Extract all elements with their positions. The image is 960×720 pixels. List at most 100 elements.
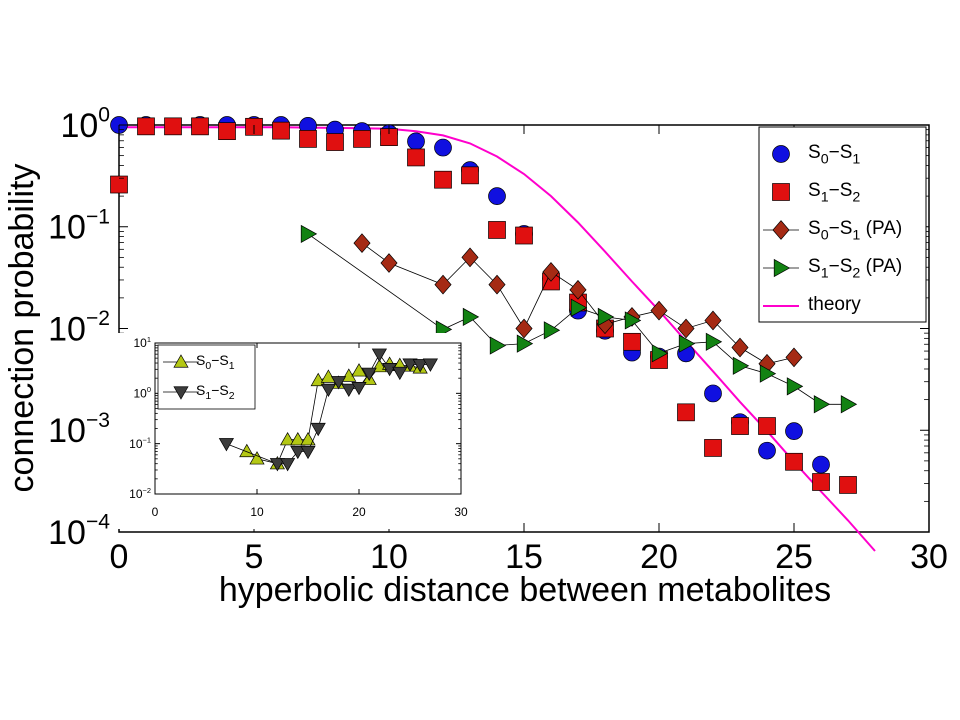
- s1-s2-point: [515, 226, 533, 245]
- s1-s2-pa--point: [516, 334, 534, 353]
- legend-s1-s2-marker: [772, 183, 790, 201]
- x-tick-label: 30: [910, 538, 948, 576]
- main-theory-line-layer: [119, 126, 876, 552]
- main-legend: S0−S1 S1−S2 S0−S1 (PA) S1−S2 (PA) theory: [758, 126, 927, 323]
- theory-line: [119, 126, 876, 552]
- x-tick-label: 10: [370, 538, 408, 576]
- s1-s2-series: [218, 348, 439, 472]
- x-tick-label: 30: [454, 505, 468, 519]
- s1-s2-point: [351, 381, 367, 396]
- s0-s1-pa--point: [569, 279, 587, 300]
- s1-s2-point: [402, 358, 418, 372]
- y-tick-label: 10−4: [48, 511, 110, 552]
- s1-s2-point: [330, 376, 347, 390]
- legend-s0-s1-marker: [772, 145, 790, 163]
- s1-s2-point: [839, 476, 857, 494]
- s1-s2-point: [488, 221, 506, 239]
- inset-x-ticks: 0 10 20 30: [152, 343, 468, 519]
- s1-s2-point: [310, 422, 326, 437]
- inset-legend-box: [157, 344, 256, 410]
- s1-s2-point: [218, 122, 236, 141]
- legend-label: S0−S1: [196, 352, 235, 372]
- x-tick-label: 15: [505, 538, 543, 576]
- s1-s2-point: [326, 133, 344, 151]
- main-x-ticks: 0 5 10 15 20 25 30: [110, 125, 948, 576]
- s1-s2-pa--point: [786, 377, 804, 396]
- s0-s1-pa--point: [677, 318, 695, 339]
- s0-s1-point: [785, 422, 803, 440]
- s0-s1-pa--point: [650, 300, 668, 321]
- s1-s2-point: [269, 458, 286, 472]
- legend-s1-s2-marker: [173, 386, 189, 400]
- s1-s2-point: [704, 439, 722, 457]
- s0-s1-point: [704, 384, 722, 403]
- s1-s2-pa--point: [705, 332, 723, 351]
- s1-s2-point: [422, 358, 439, 372]
- s1-s2-point: [407, 148, 425, 167]
- x-tick-label: 10: [250, 505, 264, 519]
- legend-label: S0−S1 (PA): [808, 218, 902, 244]
- x-tick-label: 0: [152, 505, 159, 519]
- s1-s2-pa--point: [570, 298, 588, 317]
- legend-label: S1−S2: [196, 382, 235, 402]
- legend-label: S1−S2 (PA): [808, 256, 902, 282]
- y-tick-label: 10−3: [48, 409, 110, 450]
- s1-s2-point: [164, 117, 182, 136]
- s1-s2-point: [137, 117, 155, 136]
- s1-s2-point: [110, 175, 128, 194]
- legend-label: theory: [808, 294, 861, 315]
- y-axis-label: connection probability: [3, 164, 41, 493]
- s0-s1-point: [249, 451, 265, 465]
- s1-s2-point: [392, 366, 408, 381]
- x-tick-label: 5: [245, 538, 264, 576]
- s1-s2-point: [272, 121, 290, 140]
- s0-s1-pa--point: [461, 247, 479, 268]
- inset-y-ticks: 101 100 10−1 10−2: [129, 335, 461, 501]
- s1-s2-point: [677, 403, 695, 422]
- s0-s1-point: [812, 455, 830, 474]
- x-axis-label: hyperbolic distance between metabolites: [219, 571, 831, 609]
- legend-s0-s1-marker: [173, 354, 189, 368]
- y-tick-label: 10−1: [48, 205, 110, 246]
- s1-s2-pa--point: [813, 395, 831, 414]
- s0-s1-pa--point: [515, 318, 533, 339]
- s1-s2-point: [731, 417, 749, 435]
- s0-s1-point: [279, 431, 296, 446]
- s1-s2-point: [290, 445, 306, 460]
- s0-s1-point: [300, 431, 316, 446]
- s0-s1-point: [434, 138, 452, 157]
- s1-s2-point: [279, 458, 296, 472]
- y-tick-label: 10−2: [48, 307, 110, 348]
- s0-s1-point: [758, 441, 776, 460]
- x-tick-label: 0: [110, 538, 129, 576]
- s0-s1-pa--point: [353, 233, 371, 254]
- s0-s1-pa--point: [488, 274, 506, 295]
- s0-s1-pa--point: [434, 274, 452, 295]
- legend-label: S0−S1: [808, 142, 860, 168]
- x-tick-label: 20: [352, 505, 366, 519]
- inset-legend: S0−S1 S1−S2: [157, 344, 256, 410]
- s1-s2-pa--point: [489, 336, 507, 355]
- s1-s2-point: [218, 438, 235, 452]
- x-tick-label: 20: [640, 538, 678, 576]
- s1-s2-point: [381, 363, 398, 377]
- s1-s2-point: [461, 166, 479, 185]
- s1-s2-pa--point: [543, 321, 561, 340]
- s0-s1-pa--point: [731, 337, 749, 358]
- s1-s2-pa--point: [651, 344, 669, 363]
- main-y-ticks: 10 0 10−1 10−2 10−3 10−4: [48, 104, 929, 552]
- s1-s2-pa--point: [300, 224, 318, 244]
- main-series-layer: [110, 116, 858, 494]
- s1-s2-pa--point: [624, 311, 642, 330]
- s0-s1-pa--point: [785, 347, 803, 368]
- s1-s2-pa--point: [462, 307, 480, 327]
- legend-label: S1−S2: [808, 180, 860, 206]
- s1-s2-pa--point: [732, 356, 750, 375]
- legend-s0-s1-pa--marker: [772, 220, 790, 240]
- y-tick-label: 10−2: [129, 486, 151, 501]
- s1-s2-point: [623, 332, 641, 351]
- s0-s1-pa--connector: [361, 242, 795, 365]
- s1-s2-point: [412, 359, 428, 373]
- s1-s2-pa--point: [678, 334, 696, 353]
- s1-s2-point: [299, 130, 317, 148]
